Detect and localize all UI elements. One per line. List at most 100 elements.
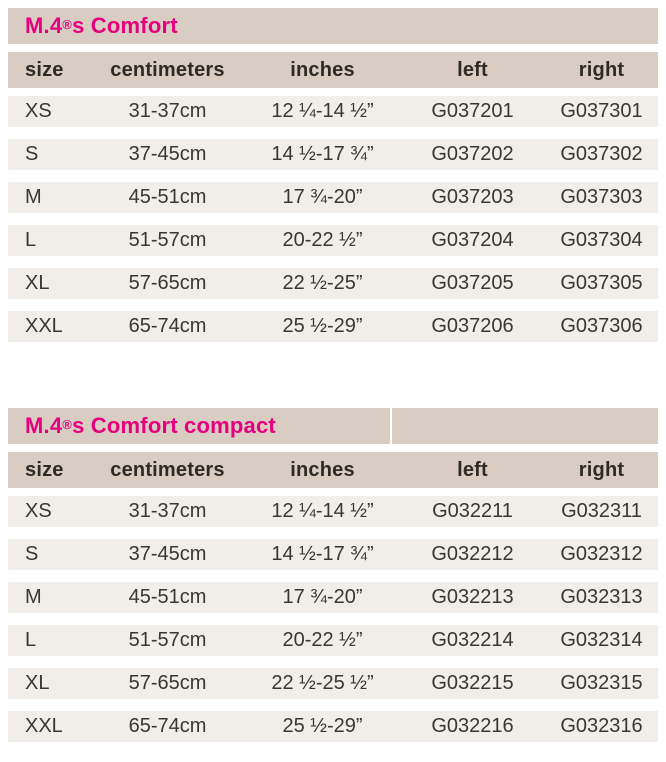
size-table-comfort: M.4 ® s Comfort size centimeters inches le… xyxy=(8,8,658,342)
table-body: XS 31-37cm 12 ¼-14 ½” G032211 G032311 S … xyxy=(8,496,658,742)
column-header-size: size xyxy=(25,458,64,481)
cell-centimeters: 37-45cm xyxy=(128,543,207,565)
cell-left-article: G037201 xyxy=(431,100,514,122)
cell-left-article: G032215 xyxy=(431,672,514,694)
title-text: M.4 xyxy=(25,13,63,38)
cell-left-article: G037205 xyxy=(431,272,514,294)
table-title: M.4 ® s Comfort xyxy=(25,13,178,38)
size-table-comfort-compact: M.4 ® s Comfort compact size centimeters i… xyxy=(8,408,658,742)
table-row-xl: XL 57-65cm 22 ½-25 ½” G032215 G032315 xyxy=(8,668,658,699)
cell-size: L xyxy=(25,629,37,651)
table-row-l: L 51-57cm 20-22 ½” G032214 G032314 xyxy=(8,625,658,656)
cell-centimeters: 31-37cm xyxy=(128,500,207,522)
table-row-xs: XS 31-37cm 12 ¼-14 ½” G032211 G032311 xyxy=(8,496,658,527)
table-row-xxl: XXL 65-74cm 25 ½-29” G032216 G032316 xyxy=(8,711,658,742)
cell-right-article: G032311 xyxy=(561,500,642,522)
cell-size: XL xyxy=(25,672,50,694)
cell-inches: 17 ¾-20” xyxy=(282,186,363,208)
table-row-xxl: XXL 65-74cm 25 ½-29” G037206 G037306 xyxy=(8,311,658,342)
cell-centimeters: 65-74cm xyxy=(128,315,207,337)
cell-inches: 17 ¾-20” xyxy=(282,586,363,608)
cell-left-article: G037203 xyxy=(431,186,514,208)
title-text: M.4 xyxy=(25,413,63,438)
cell-centimeters: 37-45cm xyxy=(128,143,207,165)
cell-left-article: G032214 xyxy=(431,629,514,651)
table-title-bar: M.4 ® s Comfort compact xyxy=(8,408,658,444)
cell-centimeters: 57-65cm xyxy=(128,272,207,294)
cell-size: M xyxy=(25,186,42,208)
cell-inches: 12 ¼-14 ½” xyxy=(271,100,374,122)
cell-right-article: G037302 xyxy=(560,143,643,165)
column-header-inches: inches xyxy=(290,458,355,481)
cell-inches: 20-22 ½” xyxy=(282,229,363,251)
title-text: s Comfort compact xyxy=(72,413,276,438)
column-header-size: size xyxy=(25,58,64,81)
cell-size: L xyxy=(25,229,37,251)
table-header-row: size centimeters inches left right xyxy=(8,52,658,88)
title-bar-cell: M.4 ® s Comfort xyxy=(8,8,658,44)
cell-size: XXL xyxy=(25,315,63,337)
cell-inches: 22 ½-25 ½” xyxy=(271,672,374,694)
cell-left-article: G037204 xyxy=(431,229,514,251)
cell-centimeters: 51-57cm xyxy=(128,229,207,251)
cell-inches: 12 ¼-14 ½” xyxy=(271,500,374,522)
table-row-s: S 37-45cm 14 ½-17 ¾” G037202 G037302 xyxy=(8,139,658,170)
cell-centimeters: 31-37cm xyxy=(128,100,207,122)
title-bar-filler-cell xyxy=(392,408,658,444)
column-header-right: right xyxy=(578,58,625,81)
cell-size: M xyxy=(25,586,42,608)
table-row-s: S 37-45cm 14 ½-17 ¾” G032212 G032312 xyxy=(8,539,658,570)
cell-left-article: G032216 xyxy=(431,715,514,737)
table-row-xl: XL 57-65cm 22 ½-25” G037205 G037305 xyxy=(8,268,658,299)
table-row-xs: XS 31-37cm 12 ¼-14 ½” G037201 G037301 xyxy=(8,96,658,127)
cell-centimeters: 45-51cm xyxy=(128,586,207,608)
cell-left-article: G037202 xyxy=(431,143,514,165)
cell-inches: 20-22 ½” xyxy=(282,629,363,651)
column-header-left: left xyxy=(457,458,488,481)
column-header-left: left xyxy=(457,58,488,81)
column-header-centimeters: centimeters xyxy=(110,458,225,481)
cell-size: XS xyxy=(25,100,52,122)
cell-right-article: G037306 xyxy=(560,315,643,337)
cell-inches: 22 ½-25” xyxy=(282,272,363,294)
cell-inches: 25 ½-29” xyxy=(282,315,363,337)
cell-right-article: G032314 xyxy=(560,629,643,651)
table-header-row: size centimeters inches left right xyxy=(8,452,658,488)
cell-right-article: G037301 xyxy=(560,100,643,122)
cell-left-article: G032212 xyxy=(431,543,514,565)
cell-right-article: G037304 xyxy=(560,229,643,251)
cell-size: S xyxy=(25,543,39,565)
cell-left-article: G032213 xyxy=(431,586,514,608)
cell-size: S xyxy=(25,143,39,165)
cell-right-article: G032312 xyxy=(560,543,643,565)
tables-spacer xyxy=(8,342,658,408)
cell-centimeters: 45-51cm xyxy=(128,186,207,208)
cell-inches: 25 ½-29” xyxy=(282,715,363,737)
cell-size: XXL xyxy=(25,715,63,737)
cell-right-article: G032316 xyxy=(560,715,643,737)
cell-right-article: G032313 xyxy=(560,586,643,608)
title-text: s Comfort xyxy=(72,13,178,38)
table-title-bar: M.4 ® s Comfort xyxy=(8,8,658,44)
cell-right-article: G032315 xyxy=(560,672,643,694)
table-row-m: M 45-51cm 17 ¾-20” G032213 G032313 xyxy=(8,582,658,613)
cell-left-article: G037206 xyxy=(431,315,514,337)
cell-left-article: G032211 xyxy=(432,500,513,522)
cell-size: XL xyxy=(25,272,50,294)
cell-right-article: G037305 xyxy=(560,272,643,294)
column-header-centimeters: centimeters xyxy=(110,58,225,81)
title-bar-cell: M.4 ® s Comfort compact xyxy=(8,408,390,444)
table-row-l: L 51-57cm 20-22 ½” G037204 G037304 xyxy=(8,225,658,256)
cell-inches: 14 ½-17 ¾” xyxy=(271,143,374,165)
cell-inches: 14 ½-17 ¾” xyxy=(271,543,374,565)
table-body: XS 31-37cm 12 ¼-14 ½” G037201 G037301 S … xyxy=(8,96,658,342)
column-header-inches: inches xyxy=(290,58,355,81)
cell-centimeters: 51-57cm xyxy=(128,629,207,651)
cell-right-article: G037303 xyxy=(560,186,643,208)
column-header-right: right xyxy=(578,458,625,481)
table-title: M.4 ® s Comfort compact xyxy=(25,413,276,438)
cell-centimeters: 57-65cm xyxy=(128,672,207,694)
cell-size: XS xyxy=(25,500,52,522)
cell-centimeters: 65-74cm xyxy=(128,715,207,737)
